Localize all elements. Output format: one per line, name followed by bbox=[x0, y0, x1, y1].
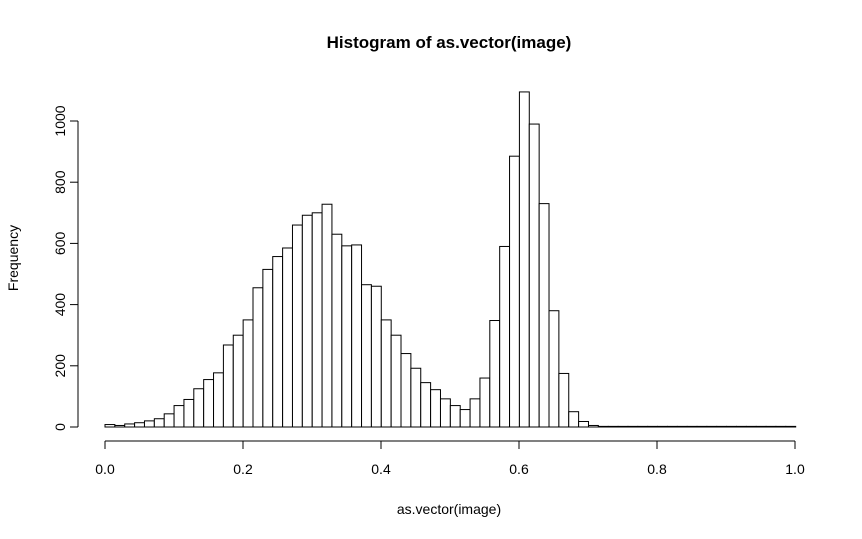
histogram-bar bbox=[765, 425, 777, 428]
histogram-bar bbox=[183, 398, 195, 428]
x-tick-label: 0.2 bbox=[233, 461, 253, 477]
histogram-bar bbox=[775, 425, 787, 428]
histogram-bar bbox=[735, 425, 747, 428]
histogram-bar bbox=[617, 425, 629, 428]
histogram-bar bbox=[686, 425, 698, 428]
histogram-bar bbox=[143, 420, 155, 428]
histogram-bar bbox=[676, 425, 688, 428]
histogram-bar bbox=[252, 287, 264, 428]
histogram-bar bbox=[232, 334, 244, 428]
histogram-bar bbox=[361, 284, 372, 428]
histogram-bar bbox=[370, 285, 382, 428]
histogram-bar bbox=[499, 245, 511, 428]
histogram-bar bbox=[449, 405, 461, 428]
histogram-bar bbox=[597, 425, 609, 428]
histogram-bar bbox=[341, 245, 353, 428]
histogram-bar bbox=[272, 256, 284, 428]
y-tick-label: 200 bbox=[52, 354, 68, 378]
histogram-bar bbox=[262, 268, 274, 428]
histogram-bar bbox=[301, 214, 313, 428]
histogram-bar bbox=[400, 353, 412, 428]
histogram-bar bbox=[291, 224, 303, 428]
histogram-bar bbox=[666, 425, 678, 428]
histogram-bar bbox=[203, 379, 215, 428]
histogram-bar bbox=[380, 319, 392, 428]
histogram-bar bbox=[311, 212, 323, 428]
histogram-bar bbox=[538, 203, 550, 428]
y-tick-label: 800 bbox=[52, 170, 68, 194]
y-tick-label: 1000 bbox=[52, 105, 68, 136]
histogram-bar bbox=[420, 382, 432, 428]
y-tick-label: 0 bbox=[52, 423, 68, 431]
chart-title: Histogram of as.vector(image) bbox=[327, 33, 572, 52]
histogram-bar bbox=[627, 425, 639, 428]
histogram-bar bbox=[124, 423, 136, 428]
histogram-bar bbox=[351, 244, 363, 428]
histogram-bar bbox=[104, 424, 116, 428]
histogram-bar bbox=[439, 398, 451, 428]
histogram-bar bbox=[469, 398, 481, 428]
histogram-bar bbox=[755, 425, 767, 428]
histogram-bar bbox=[657, 425, 668, 428]
histogram-bar bbox=[637, 425, 649, 428]
histogram-bar bbox=[568, 411, 580, 428]
histogram-bar bbox=[716, 425, 728, 428]
histogram-bar bbox=[282, 247, 293, 428]
histogram-bars bbox=[104, 91, 797, 428]
histogram-bar bbox=[558, 372, 570, 428]
y-axis: 0 200 400 600 800 1000 bbox=[52, 105, 79, 431]
histogram-bar bbox=[745, 425, 757, 428]
histogram-bar bbox=[647, 425, 659, 428]
histogram-bar bbox=[607, 425, 619, 428]
histogram-bar bbox=[114, 424, 126, 428]
x-tick-label: 1.0 bbox=[785, 461, 805, 477]
histogram-bar bbox=[410, 367, 422, 428]
x-tick-label: 0.4 bbox=[371, 461, 391, 477]
histogram-bar bbox=[489, 320, 501, 428]
x-axis-label: as.vector(image) bbox=[397, 501, 501, 517]
y-tick-label: 600 bbox=[52, 232, 68, 256]
histogram-bar bbox=[331, 233, 343, 428]
histogram-bar bbox=[242, 319, 254, 428]
histogram-bar bbox=[193, 388, 205, 428]
histogram-bar bbox=[785, 425, 797, 428]
x-tick-label: 0.0 bbox=[95, 461, 115, 477]
histogram-bar bbox=[528, 123, 540, 428]
y-axis-label: Frequency bbox=[5, 225, 21, 291]
histogram-bar bbox=[222, 344, 234, 428]
histogram-bar bbox=[459, 409, 471, 428]
histogram-bar bbox=[390, 334, 402, 428]
histogram-bar bbox=[587, 424, 599, 428]
histogram-bar bbox=[321, 203, 333, 428]
y-tick-label: 400 bbox=[52, 293, 68, 317]
histogram-bar bbox=[479, 377, 491, 428]
histogram-bar bbox=[173, 405, 185, 428]
histogram-bar bbox=[696, 425, 708, 428]
histogram-bar bbox=[548, 310, 560, 428]
histogram-bar bbox=[726, 425, 737, 428]
x-tick-label: 0.8 bbox=[647, 461, 667, 477]
histogram-bar bbox=[153, 418, 165, 428]
histogram-bar bbox=[163, 413, 175, 428]
x-tick-label: 0.6 bbox=[509, 461, 529, 477]
histogram-bar bbox=[430, 389, 441, 428]
histogram-bar bbox=[518, 91, 530, 428]
histogram-bar bbox=[578, 420, 589, 428]
histogram-bar bbox=[706, 425, 718, 428]
x-axis: 0.0 0.2 0.4 0.6 0.8 1.0 bbox=[95, 440, 805, 477]
histogram-bar bbox=[134, 422, 145, 428]
histogram-bar bbox=[509, 155, 520, 428]
histogram-bar bbox=[213, 372, 224, 428]
